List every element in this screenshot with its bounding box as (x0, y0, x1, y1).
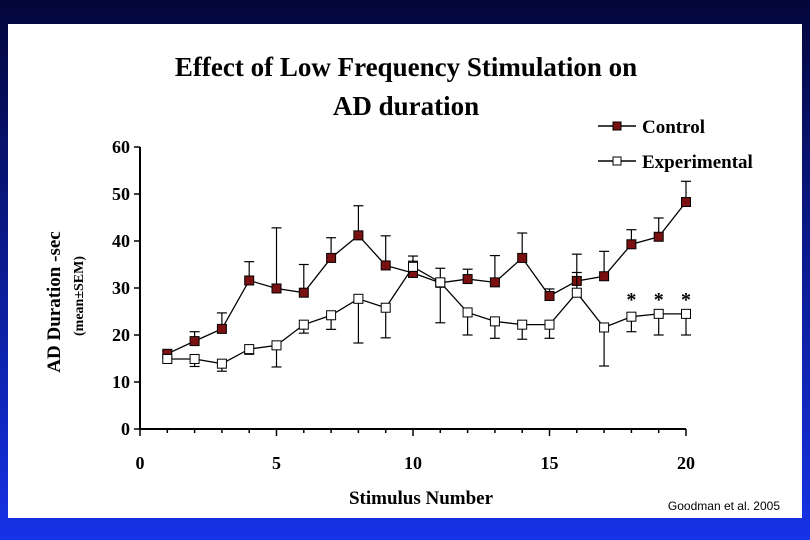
experimental-data-point (571, 287, 582, 298)
experimental-data-point (489, 316, 500, 327)
y-tick-label: 50 (112, 184, 130, 204)
legend: Control Experimental (598, 117, 753, 173)
y-axis-sublabel: (mean±SEM) (72, 256, 87, 336)
experimental-data-point (189, 353, 200, 364)
chart: Effect of Low Frequency Stimulation on A… (44, 52, 780, 513)
legend-control-marker (612, 121, 622, 131)
legend-control-label: Control (642, 117, 705, 138)
x-tick-label: 15 (541, 453, 559, 473)
significance-star: * (681, 289, 691, 311)
experimental-data-point (517, 319, 528, 330)
x-axis-label: Stimulus Number (349, 488, 494, 509)
y-tick-label: 30 (112, 278, 130, 298)
experimental-data-point (653, 308, 664, 319)
y-axis-label: AD Duration -sec (44, 231, 65, 372)
legend-experimental-marker (612, 156, 622, 166)
legend-experimental-label: Experimental (642, 152, 753, 173)
control-data-point (489, 277, 500, 288)
control-data-point (517, 252, 528, 263)
experimental-data-point (626, 311, 637, 322)
experimental-data-point (216, 358, 227, 369)
x-tick-label: 20 (677, 453, 695, 473)
control-data-point (626, 239, 637, 250)
control-data-point (653, 231, 664, 242)
experimental-data-point (681, 308, 691, 319)
experimental-data-point (462, 307, 473, 318)
chart-title-line-2: AD duration (333, 91, 479, 121)
control-data-point (462, 274, 473, 285)
experimental-data-point (380, 302, 391, 313)
control-data-point (353, 230, 364, 241)
experimental-data-point (435, 277, 446, 288)
experimental-data-point (298, 319, 309, 330)
control-data-point (380, 260, 391, 271)
slide-panel: Effect of Low Frequency Stimulation on A… (8, 24, 802, 518)
control-data-point (544, 290, 555, 301)
experimental-data-point (599, 322, 610, 333)
control-data-point (681, 196, 691, 207)
control-data-point (326, 252, 337, 263)
y-tick-label: 20 (112, 325, 130, 345)
control-data-point (189, 336, 200, 347)
chart-title-line-1: Effect of Low Frequency Stimulation on (175, 52, 637, 82)
y-tick-label: 60 (112, 137, 130, 157)
x-tick-label: 0 (136, 453, 145, 473)
experimental-data-point (244, 344, 255, 355)
experimental-data-point (408, 261, 418, 272)
experimental-data-point (353, 293, 364, 304)
control-data-point (216, 323, 227, 334)
significance-star: * (626, 289, 636, 311)
control-data-point (599, 271, 610, 282)
y-tick-label: 10 (112, 372, 130, 392)
significance-star: * (654, 289, 664, 311)
experimental-data-point (326, 310, 337, 321)
experimental-data-point (544, 319, 555, 330)
x-tick-label: 5 (272, 453, 281, 473)
control-data-point (244, 275, 255, 286)
chart-marks: 0 10 20 30 40 50 60 0 5 10 15 20 * * * (112, 137, 695, 473)
citation: Goodman et al. 2005 (668, 499, 780, 513)
experimental-data-point (271, 340, 282, 351)
experimental-data-point (162, 353, 173, 364)
y-tick-label: 0 (121, 419, 130, 439)
x-tick-label: 10 (404, 453, 422, 473)
control-data-point (271, 283, 282, 294)
control-data-point (298, 287, 309, 298)
y-tick-label: 40 (112, 231, 130, 251)
